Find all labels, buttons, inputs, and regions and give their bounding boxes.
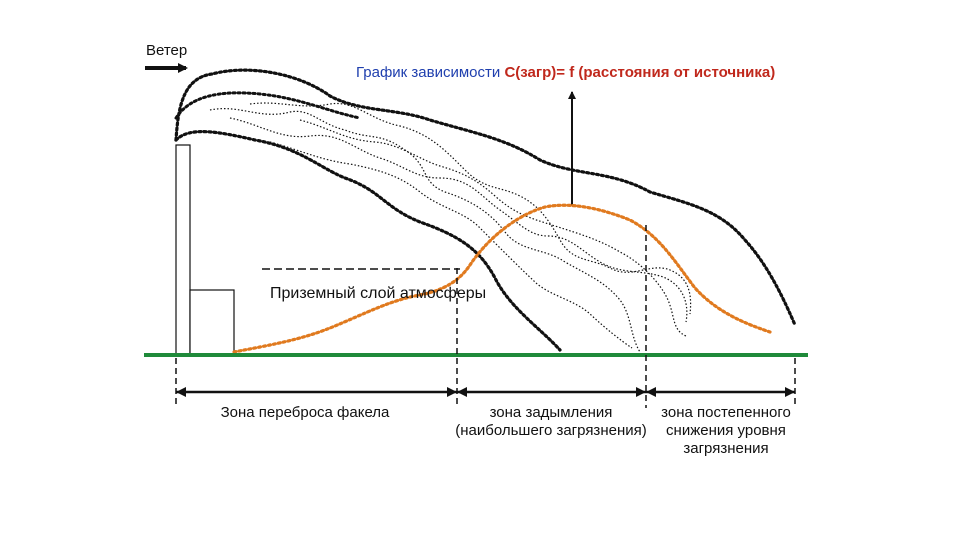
building <box>189 289 235 356</box>
title-part-2: С(загр)= f (расстояния от источника) <box>504 64 776 81</box>
zone-3-line-2: снижения уровня <box>666 422 786 439</box>
wind-label: Ветер <box>146 42 188 59</box>
zone-1-line-1: Зона переброса факела <box>220 404 390 421</box>
plume-inner-line-3 <box>249 102 692 315</box>
plume-inner-line-1 <box>209 108 641 353</box>
zone-2-line-1: зона задымления <box>489 404 613 421</box>
zone-2-label: зона задымления (наибольшего загрязнения… <box>446 404 656 440</box>
zone-arrows <box>176 387 795 397</box>
zone-3-line-3: загрязнения <box>683 440 769 457</box>
chimney <box>175 144 191 356</box>
concentration-curve <box>232 203 772 354</box>
zone-3-label: зона постепенного снижения уровня загряз… <box>652 404 800 458</box>
plume-inner-line-5 <box>299 119 687 337</box>
plume-inner-line-4 <box>269 141 633 349</box>
plume-inner-line-2 <box>229 117 688 323</box>
zone-1-label: Зона переброса факела <box>205 404 405 422</box>
zone-2-line-2: (наибольшего загрязнения) <box>455 422 647 439</box>
chart-title: График зависимости С(загр)= f (расстояни… <box>356 64 775 81</box>
ground-layer-label: Приземный слой атмосферы <box>270 285 487 302</box>
zone-3-line-1: зона постепенного <box>661 404 791 421</box>
title-part-1: График зависимости <box>356 64 505 81</box>
plume-lower-boundary <box>174 130 562 352</box>
plume-upper-boundary <box>174 68 797 327</box>
plume-middle-boundary <box>174 91 362 120</box>
